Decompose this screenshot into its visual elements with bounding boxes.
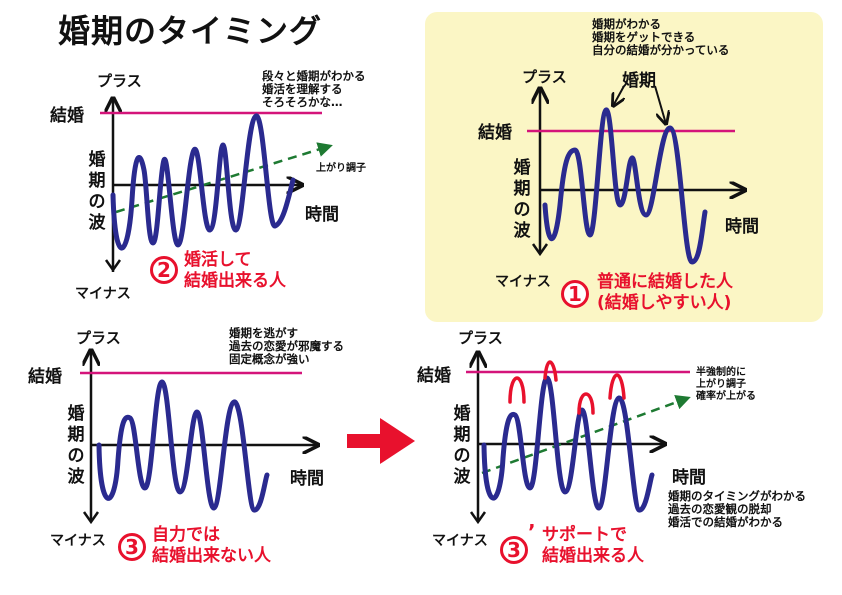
y-axis-down-arrow <box>469 511 487 525</box>
panel-3-number-badge: 3 <box>118 533 146 561</box>
wave-line <box>481 375 655 513</box>
trend-label: 上がり調子 <box>316 163 366 174</box>
panel-2-number-badge: 2 <box>150 256 178 284</box>
panel-2-graph <box>100 98 333 273</box>
panel-4-trend-notes: 半強制的に 上がり調子 確率が上がる <box>696 367 756 402</box>
wave-label: 婚期の波 <box>453 404 471 487</box>
time-label: 時間 <box>672 468 706 488</box>
panel-1-notes: 婚期がわかる 婚期をゲットできる 自分の結婚が分かっている <box>592 17 730 57</box>
page-title: 婚期のタイミング <box>58 12 323 50</box>
peak-pointer-right <box>654 85 666 124</box>
panel-4-prime-mark: ’ <box>528 520 536 544</box>
support-boost-2 <box>543 360 558 382</box>
time-label: 時間 <box>305 205 339 225</box>
transition-arrow-icon <box>347 418 415 464</box>
support-boost-3 <box>577 392 595 415</box>
panel-normal-background <box>425 12 823 322</box>
minus-label: マイナス <box>432 533 488 549</box>
panel-3-caption: 自力では 結婚出来ない人 <box>152 525 271 566</box>
panel-4-number-badge: 3 <box>500 536 528 564</box>
panel-4-graph <box>466 352 691 525</box>
wave-label: 婚期の波 <box>513 158 531 241</box>
y-axis-down-arrow <box>104 259 122 273</box>
minus-label: マイナス <box>75 286 131 302</box>
peak-pointer-left <box>613 85 624 106</box>
support-boost-1 <box>508 376 526 404</box>
plus-label: プラス <box>522 68 567 86</box>
panel-4-caption: サポートで 結婚出来る人 <box>542 525 644 566</box>
wave-line <box>110 113 296 251</box>
wave-label: 婚期の波 <box>88 150 106 233</box>
time-label: 時間 <box>290 469 324 489</box>
marriage-label: 結婚 <box>50 106 84 126</box>
support-boost-4 <box>608 373 626 400</box>
peak-label: 婚期 <box>622 71 656 91</box>
minus-label: マイナス <box>495 274 551 290</box>
marriage-label: 結婚 <box>417 366 451 386</box>
marriage-label: 結婚 <box>478 123 512 143</box>
minus-label: マイナス <box>50 533 106 549</box>
panel-4-notes: 婚期のタイミングがわかる 過去の恋愛観の脱却 婚活での結婚がわかる <box>668 489 806 529</box>
plus-label: プラス <box>97 72 142 90</box>
time-label: 時間 <box>725 217 759 237</box>
panel-2-caption: 婚活して 結婚出来る人 <box>184 250 286 291</box>
wave-line <box>96 379 270 513</box>
panel-3-graph <box>80 350 318 525</box>
y-axis-down-arrow <box>531 243 549 257</box>
marriage-label: 結婚 <box>28 367 62 387</box>
panel-1-caption: 普通に結婚した人 (結婚しやすい人) <box>597 272 733 313</box>
panel-3-notes: 婚期を逃がす 過去の恋愛が邪魔する 固定概念が強い <box>229 326 344 366</box>
y-axis-down-arrow <box>82 511 100 525</box>
wave-line <box>542 107 708 265</box>
panel-2-notes: 段々と婚期がわかる 婚活を理解する そろそろかな… <box>262 69 366 109</box>
panel-1-number-badge: 1 <box>561 280 589 308</box>
wave-label: 婚期の波 <box>67 404 85 487</box>
trend-arrow <box>115 142 333 214</box>
panel-1-graph <box>527 85 745 265</box>
plus-label: プラス <box>458 329 503 347</box>
plus-label: プラス <box>76 329 121 347</box>
